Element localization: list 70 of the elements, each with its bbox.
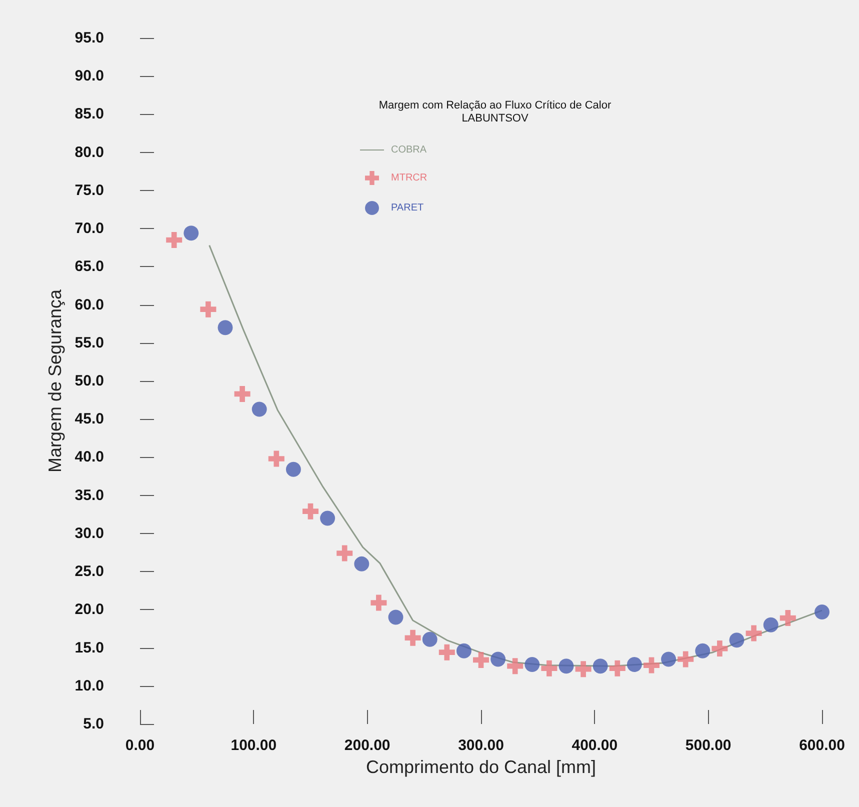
y-tick-label: 5.0 bbox=[83, 716, 104, 732]
y-tick-label: 60.0 bbox=[74, 296, 104, 314]
point bbox=[354, 556, 370, 572]
point bbox=[661, 652, 676, 667]
x-tick-label: 200.00 bbox=[344, 737, 390, 754]
point bbox=[644, 657, 660, 674]
point bbox=[388, 610, 404, 625]
y-tick-label: 10.0 bbox=[74, 677, 104, 694]
point bbox=[404, 630, 421, 646]
point bbox=[695, 643, 710, 658]
y-tick-label: 25.0 bbox=[74, 563, 104, 580]
point bbox=[336, 545, 353, 562]
legend-label: PARET bbox=[391, 202, 424, 214]
point bbox=[320, 510, 336, 526]
point bbox=[456, 643, 472, 658]
y-tick-label: 40.0 bbox=[74, 448, 104, 466]
point bbox=[438, 644, 455, 660]
point bbox=[286, 462, 301, 477]
point bbox=[592, 658, 608, 674]
point bbox=[302, 503, 318, 520]
point bbox=[524, 657, 540, 672]
x-tick-label: 100.00 bbox=[230, 737, 277, 754]
point bbox=[166, 232, 182, 248]
point bbox=[712, 640, 728, 657]
y-tick-label: 20.0 bbox=[74, 601, 104, 618]
y-tick-label: 90.0 bbox=[74, 68, 104, 85]
x-tick-label: 0.00 bbox=[125, 737, 155, 754]
x-tick-label: 600.00 bbox=[799, 737, 845, 754]
y-tick-label: 80.0 bbox=[74, 144, 104, 161]
point bbox=[184, 226, 199, 241]
x-tick-label: 400.00 bbox=[572, 737, 618, 754]
y-tick-label: 85.0 bbox=[74, 106, 104, 123]
x-tick-label: 300.00 bbox=[458, 737, 504, 754]
point bbox=[780, 610, 796, 626]
y-axis-title: Margem de Segurança bbox=[44, 288, 65, 473]
point bbox=[268, 450, 284, 467]
legend-title: Margem com Relação ao Fluxo Crítico de Calor LABUNTSOV bbox=[378, 100, 612, 124]
point bbox=[218, 320, 233, 336]
x-axis-title: Comprimento do Canal [mm] bbox=[366, 756, 596, 777]
point bbox=[763, 617, 778, 632]
y-tick-label: 75.0 bbox=[74, 182, 104, 199]
y-tick-label: 30.0 bbox=[74, 524, 104, 542]
legend-label: MTRCR bbox=[391, 172, 428, 184]
point bbox=[575, 661, 592, 678]
y-tick-label: 15.0 bbox=[74, 639, 104, 656]
y-tick-label: 70.0 bbox=[74, 220, 104, 238]
y-tick-label: 65.0 bbox=[74, 258, 104, 276]
y-tick-label: 35.0 bbox=[74, 486, 104, 504]
point bbox=[609, 660, 626, 676]
y-tick-label: 45.0 bbox=[74, 410, 104, 428]
point bbox=[234, 386, 250, 402]
x-tick-label: 500.00 bbox=[685, 737, 732, 754]
point bbox=[370, 594, 387, 611]
point bbox=[746, 625, 762, 642]
point bbox=[541, 660, 558, 676]
legend-label: COBRA bbox=[391, 144, 427, 156]
point bbox=[473, 652, 489, 668]
y-tick-label: 95.0 bbox=[74, 30, 104, 46]
point bbox=[558, 658, 574, 674]
point bbox=[422, 632, 438, 647]
point bbox=[814, 604, 830, 620]
point bbox=[490, 652, 506, 667]
point bbox=[678, 651, 694, 668]
y-tick-label: 50.0 bbox=[74, 372, 104, 390]
point bbox=[626, 657, 642, 672]
point bbox=[729, 632, 744, 648]
y-tick-label: 55.0 bbox=[74, 334, 104, 352]
point bbox=[507, 658, 524, 674]
point bbox=[252, 402, 267, 417]
point bbox=[200, 301, 216, 318]
